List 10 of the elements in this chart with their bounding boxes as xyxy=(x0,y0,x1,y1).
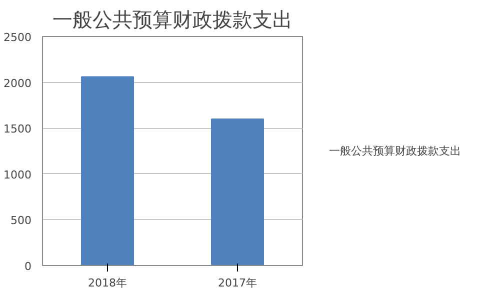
chart-title: 一般公共预算财政拨款支出 xyxy=(52,8,292,32)
y-tick-label: 2000 xyxy=(4,76,32,90)
y-tick-label: 1500 xyxy=(4,122,32,136)
y-tick-label: 2500 xyxy=(4,31,32,44)
x-tick-label: 2017年 xyxy=(218,276,258,290)
y-tick-label: 500 xyxy=(10,214,32,228)
text: 一般公共预算财政拨款支出 xyxy=(329,143,461,158)
y-tick-label: 1000 xyxy=(4,168,32,182)
y-tick-label: 0 xyxy=(24,260,32,273)
x-tick-label: 2018年 xyxy=(88,276,128,290)
